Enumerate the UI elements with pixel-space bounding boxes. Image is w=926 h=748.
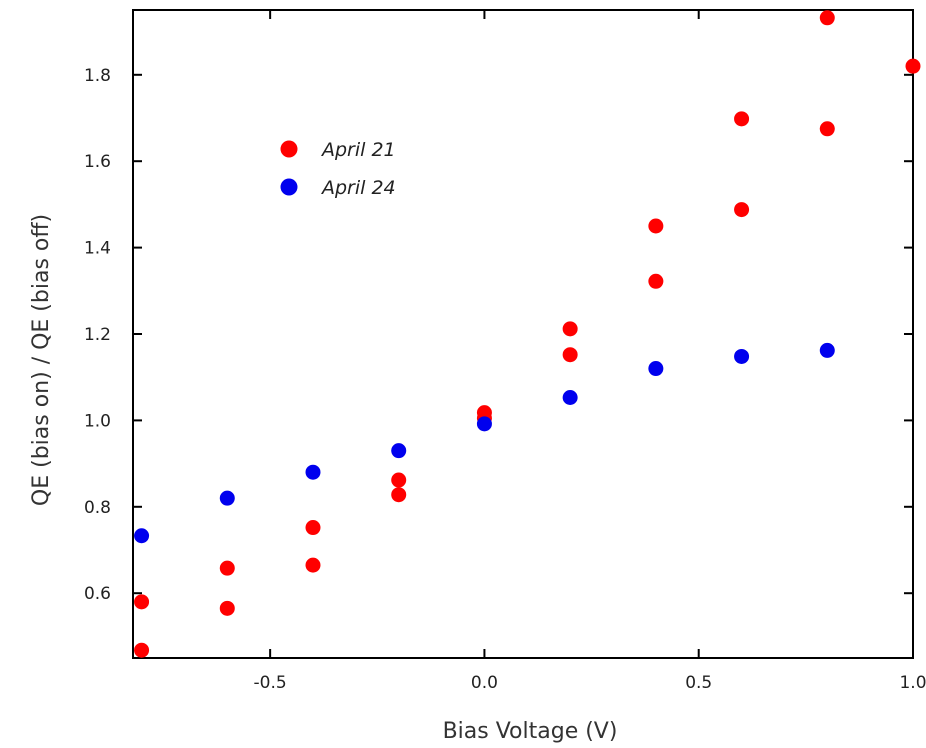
data-point [219,560,235,576]
data-point [391,472,407,488]
x-tick-label: 1.0 [899,673,926,693]
data-point [134,594,150,610]
data-point [305,464,321,480]
data-point [391,487,407,503]
legend-label: April 21 [320,139,396,161]
y-tick-label: 1.8 [84,66,111,86]
x-axis-title: Bias Voltage (V) [443,719,618,744]
y-axis: 0.6 0.8 1.0 1.2 1.4 1.6 1.8 [84,66,913,604]
data-point [476,416,492,432]
legend-label: April 24 [320,177,396,199]
y-tick-label: 0.8 [84,498,111,518]
plot-frame [132,9,914,659]
y-axis-title: QE (bias on) / QE (bias off) [29,214,54,506]
legend: April 21 April 24 [280,139,396,199]
data-point [134,528,150,544]
plot-area [132,9,914,659]
data-points [134,10,921,658]
x-axis: -0.5 0.0 0.5 1.0 [254,10,926,693]
y-tick-label: 1.6 [84,152,111,172]
data-point [905,58,921,74]
data-point [562,390,578,406]
data-point [391,443,407,459]
data-point [305,557,321,573]
data-point [219,600,235,616]
y-tick-label: 1.4 [84,239,111,259]
data-point [562,347,578,363]
legend-marker [280,178,298,196]
data-point [734,111,750,127]
data-point [819,10,835,26]
data-point [734,348,750,364]
legend-marker [280,140,298,158]
data-point [648,273,664,289]
x-tick-label: -0.5 [254,673,287,693]
x-tick-label: 0.0 [471,673,498,693]
data-point [734,202,750,218]
data-point [305,520,321,536]
data-point [648,218,664,234]
y-tick-label: 1.0 [84,411,111,431]
data-point [219,490,235,506]
y-tick-label: 0.6 [84,584,111,604]
x-tick-label: 0.5 [685,673,712,693]
data-point [819,342,835,358]
data-point [648,361,664,377]
data-point [562,321,578,337]
data-point [134,642,150,658]
data-point [819,121,835,137]
y-tick-label: 1.2 [84,325,111,345]
